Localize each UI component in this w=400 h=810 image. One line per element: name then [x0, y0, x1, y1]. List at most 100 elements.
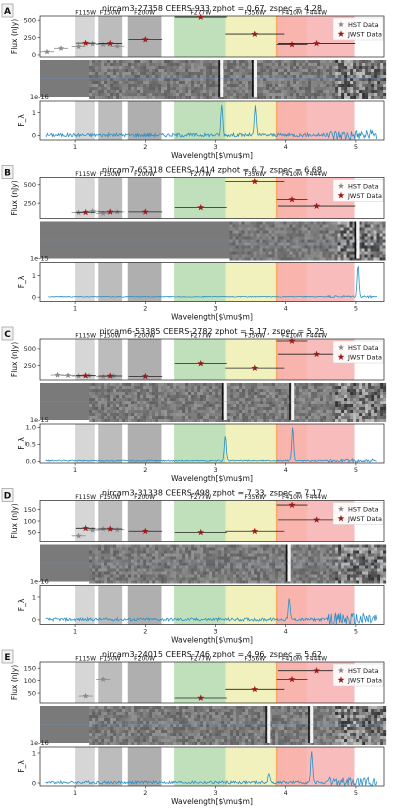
noise-pixel	[259, 227, 263, 231]
noise-pixel	[347, 547, 351, 551]
noise-pixel	[266, 407, 270, 410]
noise-pixel	[347, 383, 351, 386]
noise-pixel	[197, 580, 201, 584]
noise-pixel	[334, 245, 338, 249]
noise-pixel	[164, 413, 168, 416]
noise-pixel	[182, 75, 186, 78]
noise-pixel	[134, 407, 138, 410]
noise-pixel	[200, 72, 204, 75]
noise-pixel	[98, 565, 102, 569]
noise-pixel	[365, 580, 369, 584]
noise-pixel	[239, 571, 243, 575]
noise-pixel	[266, 90, 270, 93]
noise-pixel	[332, 571, 336, 575]
noise-pixel	[158, 392, 162, 395]
noise-pixel	[179, 404, 183, 407]
noise-pixel	[371, 553, 375, 557]
noise-pixel	[359, 544, 363, 548]
noise-pixel	[98, 553, 102, 557]
noise-pixel	[179, 389, 183, 392]
noise-pixel	[197, 407, 201, 410]
noise-pixel	[320, 75, 324, 78]
noise-pixel	[101, 386, 105, 389]
jwst-point	[82, 372, 90, 379]
noise-pixel	[101, 568, 105, 572]
noise-pixel	[203, 407, 207, 410]
noise-pixel	[194, 386, 198, 389]
legend-hst-label: HST Data	[348, 344, 379, 352]
noise-pixel	[383, 574, 387, 578]
noise-pixel	[143, 404, 147, 407]
noise-pixel	[95, 386, 99, 389]
noise-pixel	[194, 547, 198, 551]
noise-pixel	[329, 392, 333, 395]
noise-pixel	[122, 571, 126, 575]
noise-pixel	[212, 550, 216, 554]
filter-label-f150w: F150W	[100, 333, 121, 340]
noise-pixel	[337, 248, 341, 252]
noise-pixel	[367, 251, 371, 255]
noise-pixel	[287, 90, 291, 93]
noise-pixel	[271, 236, 275, 240]
noise-pixel	[134, 404, 138, 407]
noise-pixel	[305, 93, 309, 96]
noise-pixel	[107, 63, 111, 66]
noise-pixel	[362, 60, 366, 63]
noise-pixel	[125, 72, 129, 75]
noise-pixel	[359, 559, 363, 563]
noise-pixel	[227, 559, 231, 563]
noise-pixel	[356, 547, 360, 551]
noise-pixel	[346, 236, 350, 240]
noise-pixel	[239, 413, 243, 416]
y-axis-label: Flux (nJy)	[10, 342, 19, 377]
noise-pixel	[335, 69, 339, 72]
noise-pixel	[296, 571, 300, 575]
noise-pixel	[191, 550, 195, 554]
noise-pixel	[344, 553, 348, 557]
noise-pixel	[362, 392, 366, 395]
spectrum-filter-band-f115w	[75, 585, 95, 625]
noise-pixel	[179, 562, 183, 566]
noise-pixel	[260, 553, 264, 557]
noise-pixel	[344, 383, 348, 386]
noise-pixel	[128, 383, 132, 386]
noise-pixel	[359, 395, 363, 398]
noise-pixel	[233, 75, 237, 78]
noise-pixel	[212, 559, 216, 563]
legend-jwst-label: JWST Data	[347, 31, 382, 39]
noise-pixel	[374, 401, 378, 404]
noise-pixel	[245, 75, 249, 78]
noise-pixel	[149, 574, 153, 578]
x-tick-label: 1	[73, 466, 77, 474]
noise-pixel	[209, 72, 213, 75]
noise-pixel	[230, 404, 234, 407]
noise-pixel	[353, 90, 357, 93]
noise-pixel	[92, 63, 96, 66]
noise-pixel	[152, 96, 156, 99]
noise-pixel	[257, 392, 261, 395]
noise-pixel	[185, 63, 189, 66]
noise-pixel	[155, 63, 159, 66]
noise-pixel	[113, 66, 117, 69]
noise-pixel	[278, 556, 282, 560]
noise-pixel	[155, 407, 159, 410]
noise-pixel	[335, 96, 339, 99]
noise-pixel	[296, 63, 300, 66]
noise-pixel	[170, 93, 174, 96]
noise-pixel	[344, 398, 348, 401]
noise-pixel	[239, 90, 243, 93]
noise-pixel	[188, 84, 192, 87]
noise-pixel	[140, 547, 144, 551]
noise-pixel	[167, 395, 171, 398]
noise-pixel	[368, 60, 372, 63]
noise-pixel	[155, 568, 159, 572]
noise-pixel	[191, 398, 195, 401]
noise-pixel	[98, 401, 102, 404]
noise-pixel	[350, 553, 354, 557]
noise-pixel	[266, 93, 270, 96]
noise-pixel	[341, 87, 345, 90]
noise-pixel	[269, 568, 273, 572]
filter-label-f115w: F115W	[75, 10, 96, 17]
noise-pixel	[272, 550, 276, 554]
noise-pixel	[215, 410, 219, 413]
